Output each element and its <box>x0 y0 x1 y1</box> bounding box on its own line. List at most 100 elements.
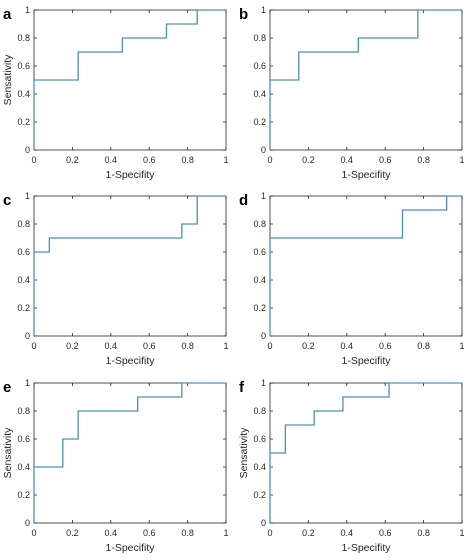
x-tick-label: 0.8 <box>181 341 194 351</box>
x-tick-label: 0.2 <box>302 528 315 538</box>
x-tick-label: 0.8 <box>417 528 430 538</box>
x-tick-label: 0.4 <box>105 341 118 351</box>
y-tick-label: 0.6 <box>253 61 266 71</box>
y-tick-label: 1 <box>25 378 30 388</box>
x-tick-label: 0.6 <box>143 155 156 165</box>
x-tick-label: 0.4 <box>105 528 118 538</box>
panel-label: a <box>3 6 12 23</box>
x-tick-label: 0.8 <box>417 155 430 165</box>
roc-panel-d: 0 0.2 0.4 0.6 0.8 1 0 0.2 0.4 0.6 0.8 1 1-Specifity d <box>239 191 465 367</box>
y-tick-label: 0 <box>261 145 266 155</box>
x-axis-label: 1-Specifity <box>341 355 391 367</box>
x-tick-label: 0.2 <box>302 155 315 165</box>
x-axis-label: 1-Specifity <box>341 542 391 554</box>
x-tick-label: 0.8 <box>181 528 194 538</box>
x-tick-label: 0.6 <box>379 528 392 538</box>
y-tick-label: 0.6 <box>17 434 30 444</box>
y-tick-label: 0.2 <box>253 303 266 313</box>
y-tick-label: 0.4 <box>253 462 266 472</box>
x-axis-label: 1-Specifity <box>105 542 155 554</box>
x-tick-label: 1 <box>459 155 464 165</box>
y-tick-label: 0.4 <box>17 89 30 99</box>
x-tick-label: 0.2 <box>66 528 79 538</box>
roc-curve-line <box>269 382 462 523</box>
x-tick-label: 0.8 <box>417 341 430 351</box>
x-tick-label: 0.4 <box>105 155 118 165</box>
y-tick-label: 0.2 <box>253 490 266 500</box>
x-tick-label: 1 <box>223 341 228 351</box>
roc-panel-c: 0 0.2 0.4 0.6 0.8 1 0 0.2 0.4 0.6 0.8 1 1-Specifity c <box>3 191 229 367</box>
x-tick-label: 0.6 <box>143 341 156 351</box>
y-tick-label: 0.2 <box>253 117 266 127</box>
y-tick-label: 0.2 <box>17 490 30 500</box>
y-tick-label: 0.8 <box>17 33 30 43</box>
y-tick-label: 0.6 <box>253 434 266 444</box>
roc-curve-line <box>269 9 462 150</box>
y-axis-label: Sensativity <box>2 427 14 479</box>
x-tick-label: 0.6 <box>143 528 156 538</box>
y-tick-label: 0 <box>25 145 30 155</box>
x-tick-label: 1 <box>459 341 464 351</box>
x-tick-label: 0 <box>31 155 36 165</box>
x-tick-label: 0.8 <box>181 155 194 165</box>
roc-curve-line <box>33 195 226 336</box>
x-axis-label: 1-Specifity <box>105 169 155 181</box>
x-axis-label: 1-Specifity <box>341 169 391 181</box>
roc-panel-a: 0 0.2 0.4 0.6 0.8 1 0 0.2 0.4 0.6 0.8 1 1-Specifity S… <box>2 5 229 181</box>
panel-label: e <box>3 379 11 396</box>
x-tick-label: 0 <box>267 341 272 351</box>
y-tick-label: 1 <box>261 378 266 388</box>
roc-panel-e: 0 0.2 0.4 0.6 0.8 1 0 0.2 0.4 0.6 0.8 1 1-Specifity S… <box>2 378 229 554</box>
x-tick-label: 0 <box>267 155 272 165</box>
y-axis-label: Sensativity <box>2 54 14 106</box>
y-tick-label: 0.4 <box>17 275 30 285</box>
plot-frame <box>33 382 227 524</box>
y-tick-label: 1 <box>25 191 30 201</box>
plot-frame <box>269 195 463 337</box>
y-tick-label: 0 <box>261 331 266 341</box>
x-tick-label: 0.4 <box>341 528 354 538</box>
roc-curve-line <box>33 382 226 523</box>
x-axis-label: 1-Specifity <box>105 355 155 367</box>
y-tick-label: 0.6 <box>17 61 30 71</box>
y-tick-label: 0.4 <box>253 275 266 285</box>
y-tick-label: 1 <box>25 5 30 15</box>
x-tick-label: 1 <box>223 155 228 165</box>
y-tick-label: 0.2 <box>17 303 30 313</box>
roc-curve-line <box>33 9 226 150</box>
y-axis-label: Sensativity <box>238 427 250 479</box>
x-tick-label: 0.4 <box>341 155 354 165</box>
y-tick-label: 0.8 <box>17 406 30 416</box>
roc-curve-line <box>269 195 462 336</box>
x-tick-label: 1 <box>459 528 464 538</box>
y-tick-label: 0.8 <box>253 33 266 43</box>
x-tick-label: 0 <box>31 341 36 351</box>
x-tick-label: 1 <box>223 528 228 538</box>
y-tick-label: 0 <box>261 518 266 528</box>
y-tick-label: 0 <box>25 518 30 528</box>
x-tick-label: 0.2 <box>302 341 315 351</box>
panel-label: c <box>3 192 11 209</box>
y-tick-label: 0.6 <box>253 247 266 257</box>
x-tick-label: 0.2 <box>66 155 79 165</box>
y-tick-label: 0.8 <box>17 219 30 229</box>
plot-frame <box>269 382 463 524</box>
x-tick-label: 0.4 <box>341 341 354 351</box>
roc-panel-f: 0 0.2 0.4 0.6 0.8 1 0 0.2 0.4 0.6 0.8 1 1-Specifity S… <box>238 378 465 554</box>
panel-label: b <box>239 6 248 23</box>
y-tick-label: 0.8 <box>253 406 266 416</box>
x-tick-label: 0 <box>267 528 272 538</box>
y-tick-label: 0.2 <box>17 117 30 127</box>
x-tick-label: 0.6 <box>379 341 392 351</box>
y-tick-label: 1 <box>261 191 266 201</box>
y-tick-label: 1 <box>261 5 266 15</box>
x-tick-label: 0.6 <box>379 155 392 165</box>
y-tick-label: 0.8 <box>253 219 266 229</box>
y-tick-label: 0.4 <box>17 462 30 472</box>
y-tick-label: 0.6 <box>17 247 30 257</box>
roc-panel-b: 0 0.2 0.4 0.6 0.8 1 0 0.2 0.4 0.6 0.8 1 1-Specifity b <box>239 5 465 181</box>
panel-label: f <box>239 379 245 396</box>
x-tick-label: 0.2 <box>66 341 79 351</box>
x-tick-label: 0 <box>31 528 36 538</box>
